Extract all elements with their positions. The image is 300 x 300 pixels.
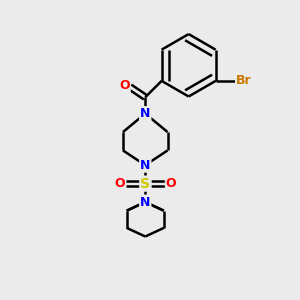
- Text: N: N: [140, 107, 151, 120]
- Text: S: S: [140, 177, 150, 190]
- Text: O: O: [166, 177, 176, 190]
- Text: O: O: [119, 79, 130, 92]
- Text: Br: Br: [236, 74, 252, 87]
- Text: O: O: [114, 177, 125, 190]
- Text: N: N: [140, 196, 151, 208]
- Text: N: N: [140, 159, 151, 172]
